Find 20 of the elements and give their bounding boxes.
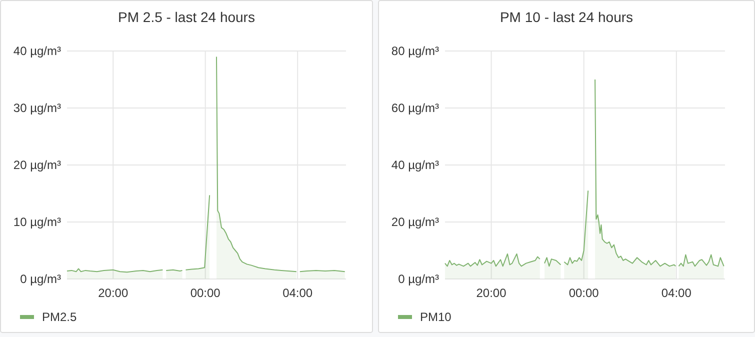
x-tick-label: 00:00 <box>568 286 600 300</box>
x-tick-label: 20:00 <box>98 286 128 300</box>
y-tick-label: 0 µg/m³ <box>20 272 62 286</box>
y-tick-label: 40 µg/m³ <box>391 158 439 172</box>
y-tick-label: 40 µg/m³ <box>13 44 61 58</box>
legend-label: PM2.5 <box>42 310 78 324</box>
x-tick-label: 20:00 <box>476 286 507 300</box>
y-tick-label: 30 µg/m³ <box>13 101 61 116</box>
x-tick-label: 04:00 <box>282 286 313 300</box>
y-tick-label: 60 µg/m³ <box>391 101 439 116</box>
chart-title: PM 2.5 - last 24 hours <box>118 9 255 25</box>
chart-title: PM 10 - last 24 hours <box>500 9 634 25</box>
y-tick-label: 20 µg/m³ <box>13 158 61 172</box>
y-tick-label: 10 µg/m³ <box>13 215 61 230</box>
y-tick-label: 80 µg/m³ <box>391 44 439 58</box>
y-tick-label: 20 µg/m³ <box>391 215 439 230</box>
x-tick-label: 04:00 <box>661 286 692 300</box>
x-tick-label: 00:00 <box>190 286 221 300</box>
legend-label: PM10 <box>420 310 452 324</box>
y-tick-label: 0 µg/m³ <box>398 272 440 286</box>
